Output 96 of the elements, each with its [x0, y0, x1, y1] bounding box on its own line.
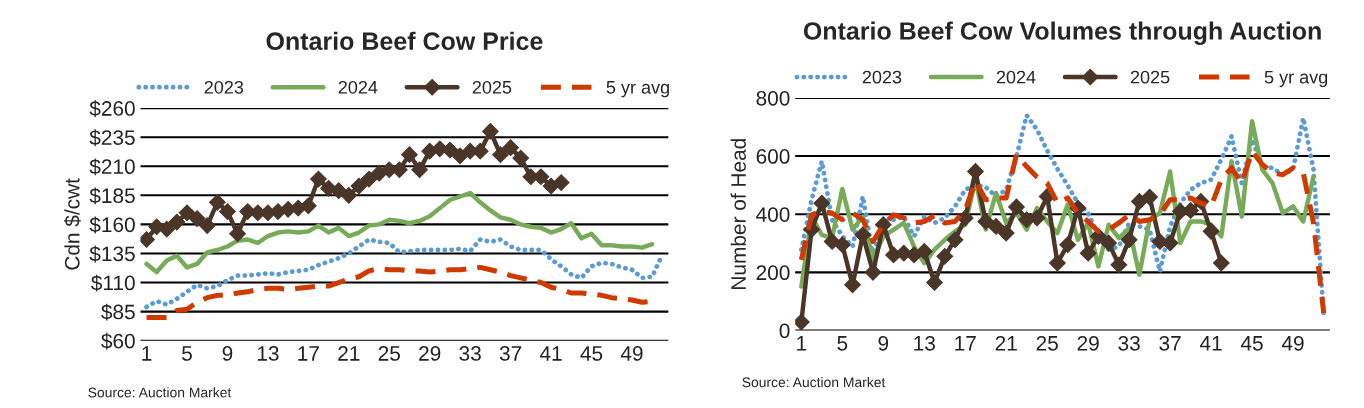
- point: [833, 236, 851, 254]
- legend-label: 2025: [472, 80, 512, 94]
- point: [1100, 234, 1118, 252]
- point: [1120, 231, 1138, 249]
- x-tick-label: 29: [1077, 335, 1099, 351]
- legend-label: 5 yr avg: [606, 81, 669, 98]
- point: [451, 147, 469, 165]
- point: [492, 146, 509, 164]
- x-tick-label: 33: [459, 346, 481, 361]
- line-series: [144, 190, 655, 275]
- legend-label: 2023: [862, 70, 902, 84]
- point: [997, 224, 1015, 242]
- legend-label: 2024: [996, 70, 1036, 84]
- x-tick-label: 17: [955, 336, 976, 351]
- point: [987, 218, 1005, 235]
- point: [915, 243, 933, 260]
- legend-label: 2024: [338, 80, 378, 94]
- point: [926, 274, 943, 291]
- x-tick-label: 5: [837, 336, 848, 351]
- y-tick-label: $60: [101, 332, 135, 350]
- point: [936, 247, 954, 265]
- legend-label: 2025: [1130, 70, 1170, 84]
- point: [340, 186, 358, 204]
- x-tick-label: 49: [1281, 335, 1304, 351]
- y-tick-label: 200: [756, 265, 790, 281]
- x-tick-label: 13: [257, 346, 279, 361]
- point: [552, 174, 570, 191]
- y-tick-label: $135: [89, 245, 135, 263]
- y-axis-title: Number of Head: [730, 139, 746, 289]
- x-tick-label: 25: [378, 346, 400, 361]
- y-tick-label: 600: [756, 149, 790, 164]
- x-tick-label: 41: [1199, 336, 1222, 351]
- point: [360, 170, 378, 188]
- x-tick-label: 45: [580, 346, 603, 361]
- x-tick-label: 17: [298, 346, 319, 361]
- point: [350, 177, 368, 195]
- point: [512, 149, 530, 167]
- point: [219, 203, 236, 220]
- x-tick-label: 21: [995, 335, 1017, 351]
- y-tick-label: $210: [89, 158, 135, 176]
- point: [310, 170, 327, 188]
- point: [946, 231, 964, 249]
- y-tick-label: 400: [756, 207, 790, 222]
- y-tick-label: $235: [89, 129, 135, 147]
- y-tick-label: 800: [756, 90, 790, 106]
- point: [178, 204, 196, 222]
- y-tick-label: $110: [91, 274, 135, 292]
- line-series: [799, 113, 1327, 318]
- point: [813, 194, 831, 212]
- x-tick-label: 13: [914, 335, 935, 351]
- x-tick-label: 9: [878, 335, 889, 351]
- point: [208, 193, 226, 211]
- source-note: Source: Auction Market: [88, 387, 232, 398]
- point: [977, 213, 995, 230]
- point: [411, 161, 428, 179]
- legend-label: 2023: [204, 80, 244, 94]
- chart-title: Ontario Beef Cow Volumes through Auction: [803, 21, 1321, 45]
- x-tick-label: 25: [1036, 335, 1058, 351]
- legend-label: 5 yr avg: [1264, 70, 1328, 88]
- x-tick-label: 21: [338, 346, 360, 361]
- point: [1049, 254, 1066, 272]
- x-tick-label: 5: [182, 346, 192, 361]
- source-note: Source: Auction Market: [742, 376, 886, 388]
- y-tick-label: $85: [101, 303, 135, 321]
- y-tick-label: 0: [779, 323, 790, 339]
- y-tick-label: $160: [89, 216, 135, 234]
- x-tick-label: 9: [222, 346, 233, 361]
- x-tick-label: 45: [1240, 336, 1263, 351]
- point: [1202, 222, 1220, 240]
- point: [229, 225, 246, 243]
- x-tick-label: 37: [1159, 335, 1181, 351]
- x-tick-label: 41: [539, 346, 562, 361]
- point: [1141, 188, 1158, 206]
- x-tick-label: 29: [419, 346, 441, 361]
- point: [401, 146, 418, 164]
- chart-title: Ontario Beef Cow Price: [266, 31, 543, 51]
- point: [198, 217, 216, 234]
- point: [1110, 256, 1128, 274]
- point: [1008, 198, 1025, 216]
- point: [158, 220, 176, 238]
- y-tick-label: $260: [89, 100, 135, 118]
- x-tick-label: 37: [499, 346, 522, 361]
- point: [168, 213, 186, 231]
- y-axis-title: Cdn $/cwt: [63, 178, 81, 270]
- point: [502, 139, 519, 157]
- y-tick-label: $185: [89, 187, 135, 205]
- point: [482, 123, 499, 140]
- x-tick-label: 1: [797, 336, 807, 351]
- point: [1079, 244, 1097, 262]
- x-tick-label: 49: [620, 346, 643, 361]
- point: [1059, 236, 1077, 254]
- line-series: [144, 237, 665, 310]
- point: [188, 210, 206, 227]
- x-tick-label: 1: [142, 346, 152, 361]
- point: [1212, 254, 1230, 272]
- x-tick-label: 33: [1118, 335, 1140, 351]
